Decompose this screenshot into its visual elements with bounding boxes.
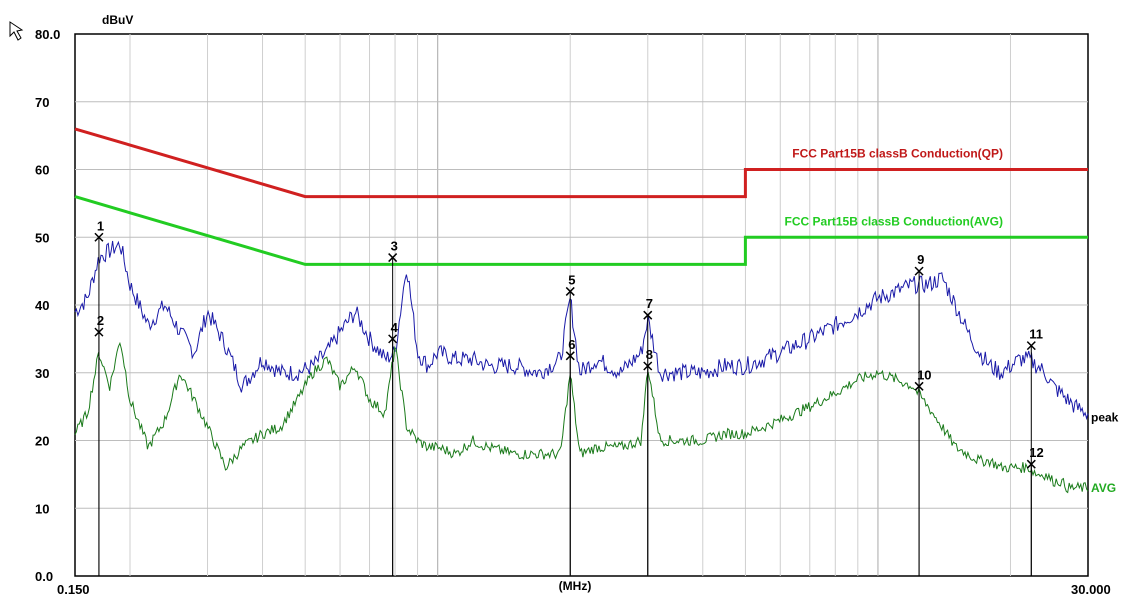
marker-label: 12 — [1029, 445, 1043, 460]
marker-cross-icon — [94, 232, 104, 242]
x-tick-label: 0.150 — [57, 582, 90, 596]
y-tick-label: 20 — [35, 434, 49, 449]
marker-cross-icon — [914, 381, 924, 391]
marker-label: 11 — [1029, 327, 1043, 342]
y-tick-label: 0.0 — [35, 569, 53, 584]
marker-label: 4 — [391, 320, 399, 335]
y-tick-label: 50 — [35, 230, 49, 245]
limit-lines: FCC Part15B classB Conduction(QP) FCC Par… — [74, 127, 1088, 266]
marker-label: 3 — [391, 239, 398, 254]
avg-limit-label: FCC Part15B classB Conduction(AVG) — [785, 214, 1003, 228]
marker-cross-icon — [643, 310, 653, 320]
avg-limit-line — [74, 195, 1088, 266]
marker-label: 2 — [97, 313, 104, 328]
x-tick-label: 30.000 — [1071, 582, 1111, 596]
tick-labels: 0.0 10 20 30 40 50 60 70 80.0 0.150 30.000 — [35, 27, 1111, 596]
x-axis-unit: (MHz) — [559, 579, 592, 593]
y-tick-label: 30 — [35, 366, 49, 381]
qp-limit-line — [74, 127, 1088, 199]
y-tick-label: 60 — [35, 163, 49, 178]
marker-label: 5 — [568, 272, 575, 287]
y-tick-label: 70 — [35, 95, 49, 110]
marker-label: 8 — [646, 347, 653, 362]
marker-cross-icon — [388, 334, 398, 344]
marker-label: 10 — [917, 367, 931, 382]
marker-cross-icon — [388, 253, 398, 263]
marker-cross-icon — [643, 361, 653, 371]
marker-label: 9 — [917, 252, 924, 267]
marker-cross-icon — [565, 351, 575, 361]
y-tick-label: 10 — [35, 501, 49, 516]
qp-limit-label: FCC Part15B classB Conduction(QP) — [792, 147, 1003, 161]
marker-cross-icon — [94, 327, 104, 337]
peak-trace-label: peak — [1091, 410, 1119, 424]
y-tick-label: 80.0 — [35, 27, 60, 42]
marker-cross-icon — [914, 266, 924, 276]
avg-trace-label: AVG — [1091, 481, 1116, 495]
marker-label: 7 — [646, 296, 653, 311]
y-tick-label: 40 — [35, 298, 49, 313]
marker-cross-icon — [565, 286, 575, 296]
marker-cross-icon — [1026, 459, 1036, 469]
marker-label: 1 — [97, 218, 104, 233]
y-axis-unit: dBuV — [102, 13, 133, 27]
cursor-arrow-icon — [9, 21, 24, 41]
marker-cross-icon — [1026, 341, 1036, 351]
marker-label: 6 — [568, 337, 575, 352]
